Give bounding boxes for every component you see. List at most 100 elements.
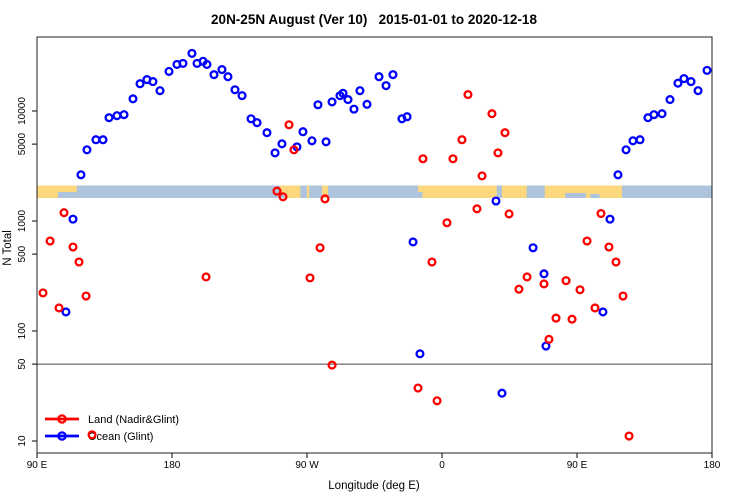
- data-point-ocean: [178, 58, 188, 68]
- x-axis: 90 E 180 90 W 0 90 E 180: [27, 453, 721, 471]
- land-points: [38, 90, 634, 441]
- data-point-ocean: [362, 99, 372, 109]
- y-axis-title: N Total: [2, 230, 14, 266]
- data-point-land: [448, 154, 458, 164]
- legend-entry-land: Land (Nadir&Glint): [45, 414, 179, 426]
- x-tick-label: 90 E: [27, 460, 48, 471]
- data-point-ocean: [135, 79, 145, 89]
- data-point-ocean: [605, 214, 615, 224]
- data-point-land: [472, 204, 482, 214]
- data-point-ocean: [497, 388, 507, 398]
- data-point-ocean: [355, 86, 365, 96]
- map-strip-land-segment: [322, 185, 328, 198]
- data-point-land: [45, 236, 55, 246]
- data-point-ocean: [277, 139, 287, 149]
- data-point-land: [327, 360, 337, 370]
- data-point-ocean: [98, 135, 108, 145]
- data-point-land: [514, 284, 524, 294]
- x-tick-label: 90 W: [295, 460, 319, 471]
- x-axis-title: Longitude (deg E): [328, 480, 420, 492]
- data-point-land: [544, 334, 554, 344]
- data-point-land: [463, 90, 473, 100]
- map-strip-coast-notch: [418, 192, 423, 198]
- data-point-land: [561, 276, 571, 286]
- map-strip: [37, 185, 712, 198]
- data-point-ocean: [155, 86, 165, 96]
- data-point-ocean: [298, 127, 308, 137]
- data-point-ocean: [82, 145, 92, 155]
- y-axis: 10 50 100 500 1000 5000 10000: [17, 97, 37, 447]
- data-point-land: [432, 396, 442, 406]
- data-point-ocean: [374, 72, 384, 82]
- data-point-land: [201, 272, 211, 282]
- data-point-ocean: [349, 104, 359, 114]
- data-point-ocean: [673, 78, 683, 88]
- data-point-ocean: [223, 72, 233, 82]
- map-strip-land-segment: [502, 185, 527, 198]
- data-point-land: [477, 171, 487, 181]
- data-point-land: [68, 242, 78, 252]
- data-point-land: [289, 145, 299, 155]
- data-point-land: [500, 128, 510, 138]
- data-point-ocean: [262, 128, 272, 138]
- data-point-ocean: [230, 85, 240, 95]
- map-strip-land-segment: [544, 185, 622, 198]
- plot-border: [36, 36, 713, 454]
- data-point-land: [74, 257, 84, 267]
- legend-label-ocean: Ocean (Glint): [88, 431, 153, 443]
- x-tick-label: 180: [164, 460, 181, 471]
- chart-title: 20N-25N August (Ver 10) 2015-01-01 to 20…: [211, 12, 537, 27]
- data-point-ocean: [187, 48, 197, 58]
- data-point-ocean: [415, 349, 425, 359]
- map-strip-land-segment: [418, 185, 497, 198]
- y-tick-label: 10: [17, 435, 28, 447]
- data-point-ocean: [209, 70, 219, 80]
- data-point-land: [504, 209, 514, 219]
- data-point-ocean: [112, 111, 122, 121]
- data-point-land: [487, 109, 497, 119]
- data-point-land: [278, 192, 288, 202]
- data-point-ocean: [665, 95, 675, 105]
- data-point-land: [87, 430, 97, 440]
- data-point-ocean: [313, 100, 323, 110]
- x-tick-label: 180: [704, 460, 721, 471]
- data-point-ocean: [270, 148, 280, 158]
- data-point-land: [413, 383, 423, 393]
- data-point-ocean: [679, 74, 689, 84]
- data-point-land: [59, 208, 69, 218]
- data-point-ocean: [598, 307, 608, 317]
- data-point-ocean: [246, 114, 256, 124]
- data-point-ocean: [61, 307, 71, 317]
- y-tick-label: 50: [17, 358, 28, 370]
- data-point-land: [418, 154, 428, 164]
- data-point-ocean: [91, 135, 101, 145]
- data-point-ocean: [164, 66, 174, 76]
- x-tick-label: 0: [439, 460, 445, 471]
- data-point-ocean: [128, 94, 138, 104]
- data-point-ocean: [381, 81, 391, 91]
- data-point-ocean: [148, 77, 158, 87]
- legend-entry-ocean: Ocean (Glint): [45, 431, 153, 443]
- data-point-ocean: [635, 135, 645, 145]
- y-tick-label: 5000: [17, 133, 28, 156]
- data-point-land: [567, 314, 577, 324]
- data-point-ocean: [104, 113, 114, 123]
- y-tick-label: 10000: [17, 97, 28, 125]
- data-point-land: [551, 313, 561, 323]
- data-point-land: [54, 303, 64, 313]
- data-point-ocean: [76, 170, 86, 180]
- legend-label-land: Land (Nadir&Glint): [88, 414, 179, 426]
- data-point-ocean: [343, 95, 353, 105]
- data-point-land: [590, 303, 600, 313]
- data-point-land: [596, 208, 606, 219]
- data-point-land: [284, 120, 294, 130]
- data-point-land: [624, 431, 634, 441]
- data-point-ocean: [237, 91, 247, 101]
- data-point-land: [320, 194, 330, 204]
- x-tick-label: 90 E: [567, 460, 588, 471]
- y-tick-label: 500: [17, 245, 28, 262]
- data-point-ocean: [307, 136, 317, 146]
- data-point-ocean: [649, 110, 659, 120]
- data-point-ocean: [338, 88, 348, 98]
- data-point-ocean: [686, 77, 696, 87]
